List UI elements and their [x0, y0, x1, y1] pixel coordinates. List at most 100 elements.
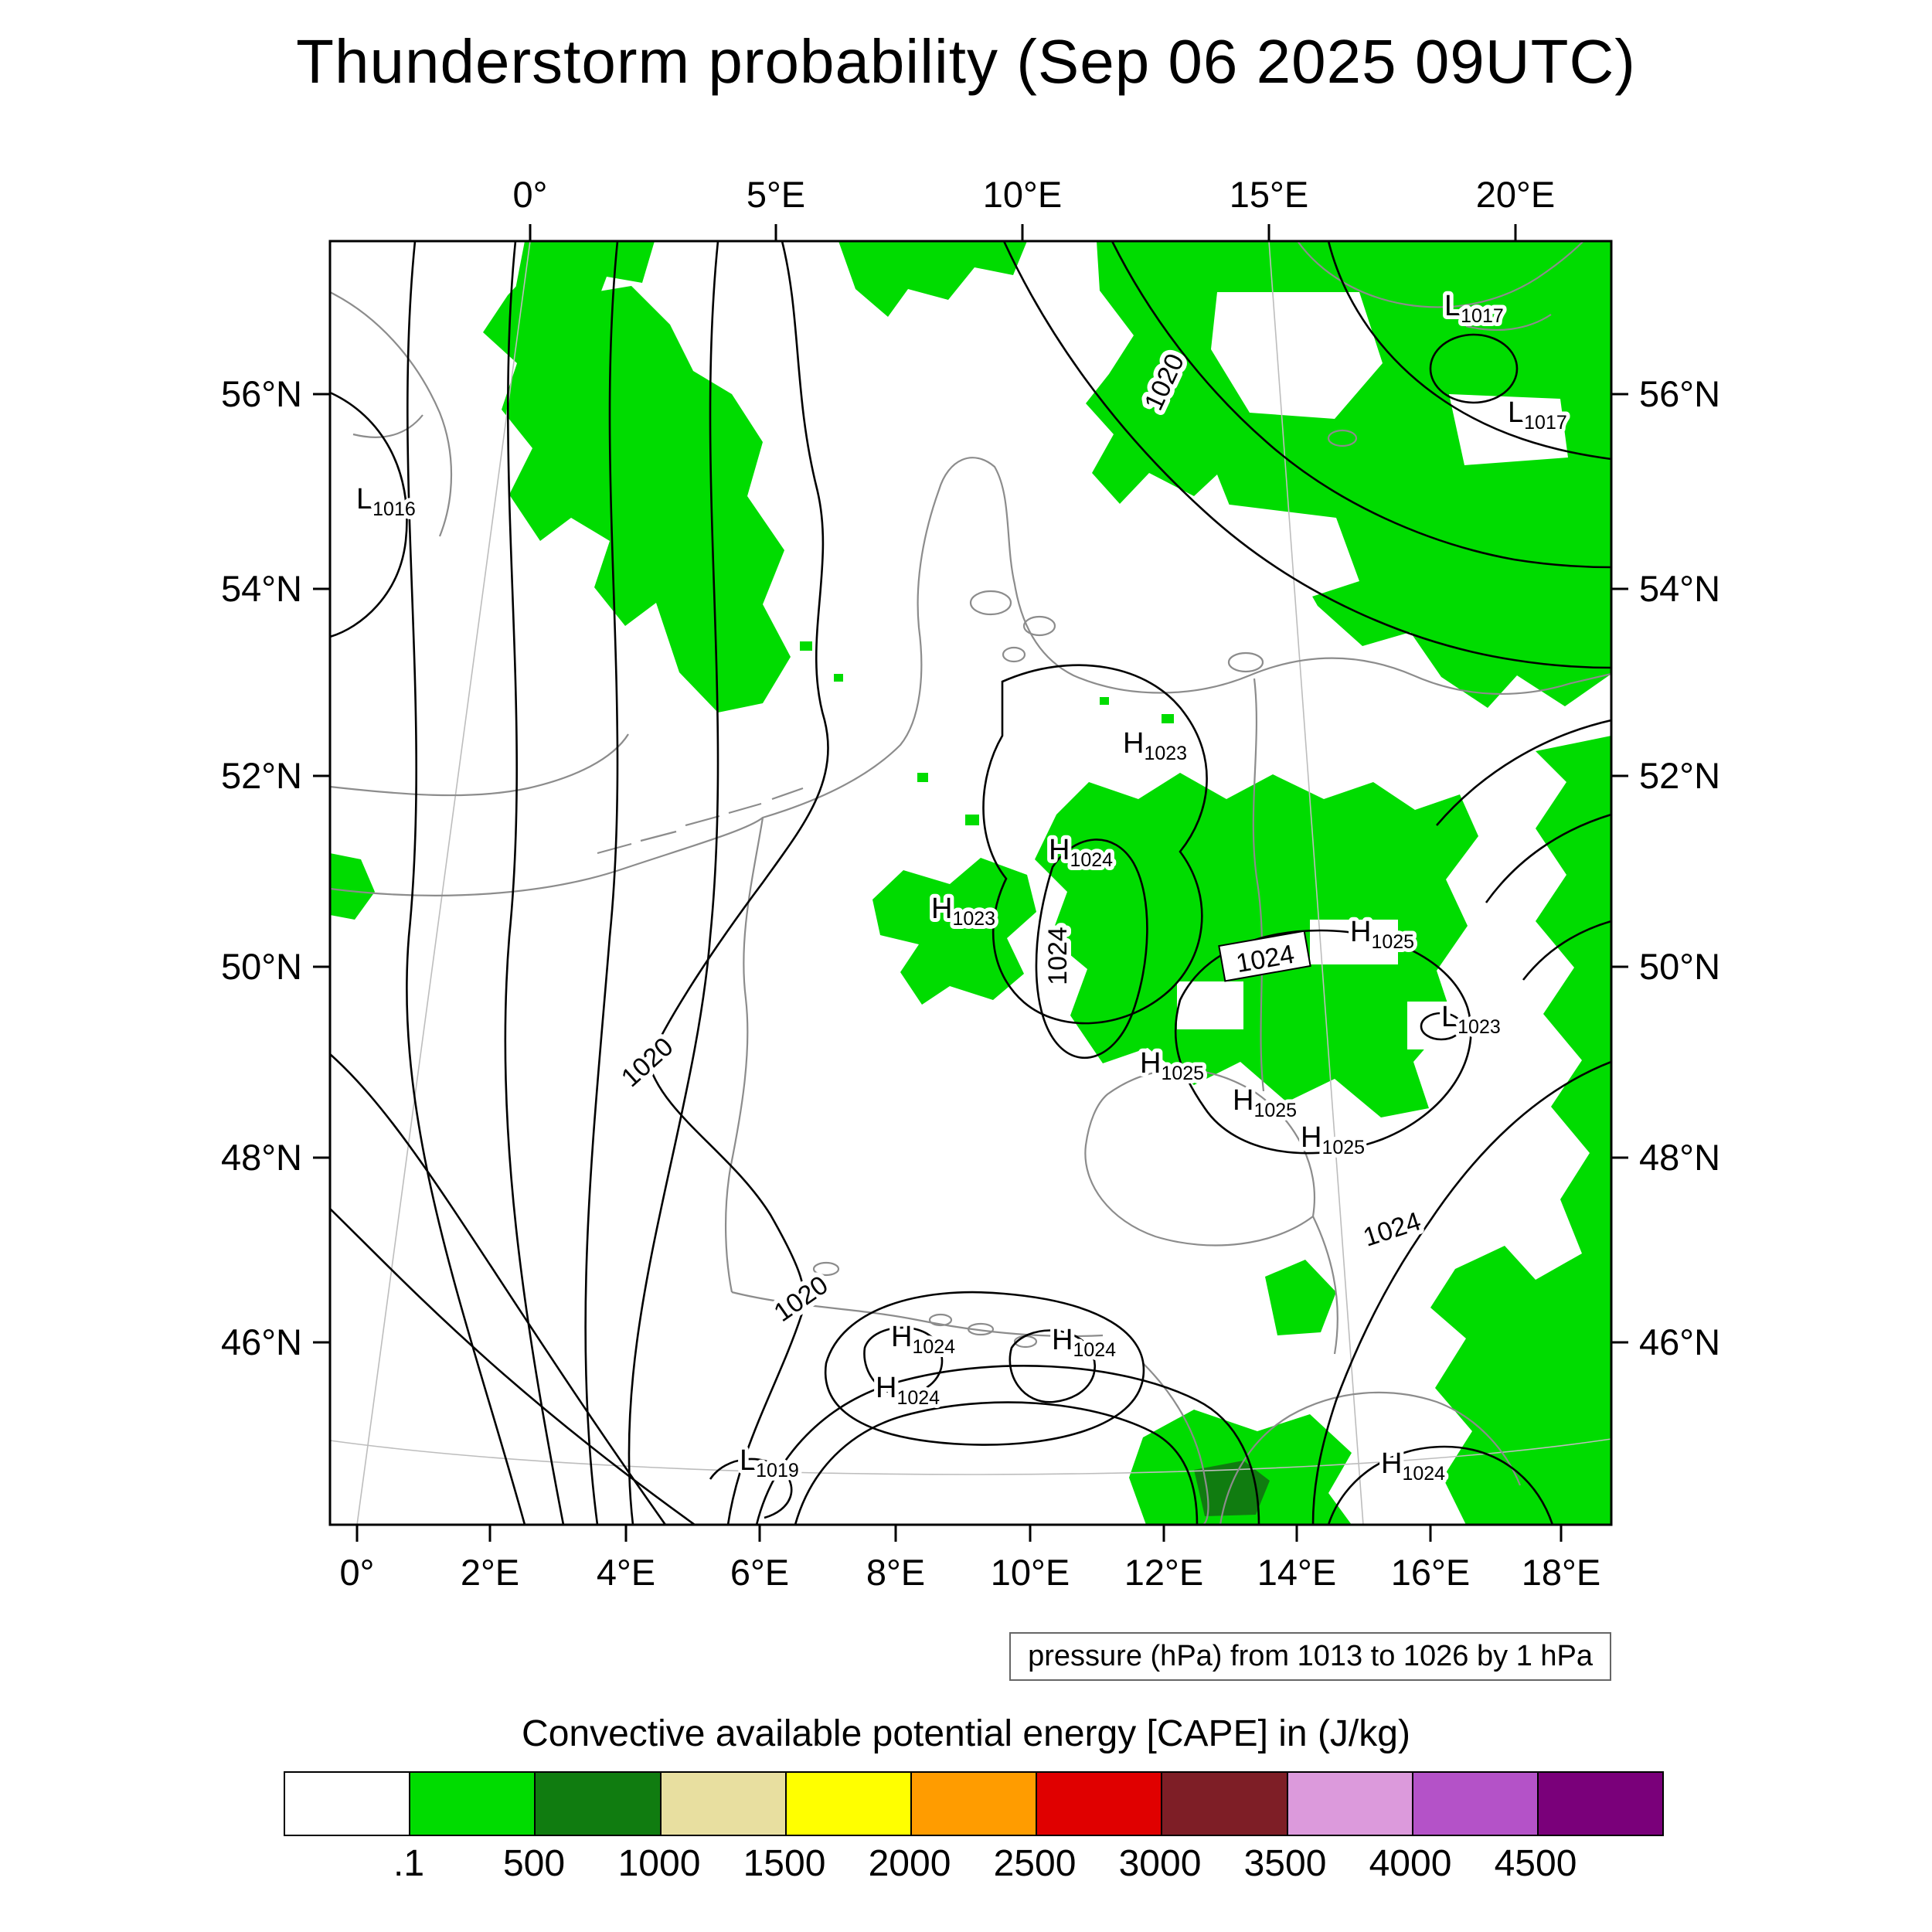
contour-1020-main [647, 241, 829, 1525]
legend-title: Convective available potential energy [C… [522, 1713, 1410, 1754]
contour-h1024-oval-2 [1009, 1329, 1097, 1403]
border-west [725, 817, 764, 1293]
contour-label-1024: 1024 [1355, 1202, 1429, 1257]
page-title: Thunderstorm probability (Sep 06 2025 09… [296, 27, 1636, 96]
bottom-axis-label: 16°E [1391, 1552, 1470, 1593]
border-east [1252, 678, 1265, 1092]
pressure-center-h1023: H1023 [1123, 727, 1187, 764]
pressure-center-l1017: L1017 [1508, 396, 1567, 434]
bottom-axis-label: 10°E [991, 1552, 1070, 1593]
cape-region-nw-main [483, 269, 791, 713]
cape-speckle [834, 674, 843, 682]
contour-west-1 [406, 241, 526, 1525]
cape-speckle [800, 641, 812, 651]
right-axis-label: 54°N [1639, 568, 1720, 609]
colorbar-cell-7 [1162, 1773, 1288, 1835]
cape-colorbar [284, 1771, 1664, 1836]
bottom-axis-label: 4°E [597, 1552, 655, 1593]
contour-label-1020: 1020 [611, 1027, 684, 1097]
cape-region-southeast-edge [1430, 736, 1611, 1525]
svg-text:1020: 1020 [616, 1032, 679, 1093]
right-axis-label: 46°N [1639, 1321, 1720, 1362]
pressure-contours [330, 241, 1611, 1525]
left-axis-label: 50°N [221, 946, 302, 987]
colorbar-label-1500: 1500 [743, 1843, 826, 1884]
contour-1024-southeast [1311, 1060, 1611, 1525]
contour-west-5 [330, 1053, 667, 1525]
pressure-center-h1025: H1025 [1301, 1121, 1365, 1158]
alpine-lake [967, 1322, 995, 1336]
contour-l1017-loop [1429, 333, 1519, 404]
graticule-meridian-15e [1268, 241, 1364, 1525]
left-axis-label: 48°N [221, 1137, 302, 1178]
graticule-parallel-45n [330, 1438, 1611, 1475]
contour-ne-outer [1002, 241, 1611, 669]
pressure-center-h1024: H1024 [1049, 834, 1113, 871]
contour-h1024-oval-1 [863, 1326, 944, 1396]
colorbar-label-3000: 3000 [1118, 1843, 1202, 1884]
pressure-center-h1024: H1024 [1052, 1324, 1116, 1361]
colorbar-cell-1 [410, 1773, 536, 1835]
bottom-axis-label: 12°E [1124, 1552, 1203, 1593]
top-axis-label: 10°E [983, 174, 1062, 215]
cape-gap [1211, 292, 1383, 419]
coastline-frisian-islands [597, 787, 804, 855]
pressure-center-h1023: H1023 [931, 893, 995, 930]
bottom-axis-label: 14°E [1257, 1552, 1336, 1593]
cape-gap [1407, 1002, 1472, 1049]
cape-region-dark-core [1194, 1461, 1270, 1516]
map-frame [328, 240, 1613, 1526]
top-axis-label: 15°E [1230, 174, 1308, 215]
right-axis-label: 52°N [1639, 755, 1720, 796]
pressure-center-h1024: H1024 [891, 1321, 955, 1358]
colorbar-label-4000: 4000 [1369, 1843, 1452, 1884]
colorbar-label-2000: 2000 [868, 1843, 951, 1884]
alpine-lake [928, 1313, 953, 1327]
left-axis-label: 52°N [221, 755, 302, 796]
contour-label-1024: 1024 [1218, 930, 1311, 982]
bottom-axis-label: 18°E [1522, 1552, 1600, 1593]
pressure-caption-box: pressure (hPa) from 1013 to 1026 by 1 hP… [1009, 1632, 1611, 1681]
cape-gap [1177, 981, 1243, 1029]
right-axis-label: 50°N [1639, 946, 1720, 987]
island-ruegen [1227, 651, 1264, 673]
cape-region-north-center [838, 241, 1027, 317]
island-bornholm [1327, 429, 1358, 447]
graticule-meridian-0e [356, 241, 531, 1525]
colorbar-label-1000: 1000 [617, 1843, 701, 1884]
cape-region-west-edge [330, 853, 375, 920]
contour-1024-west-lobe [1035, 838, 1148, 1060]
colorbar-cell-6 [1037, 1773, 1163, 1835]
colorbar-cell-5 [911, 1773, 1038, 1835]
colorbar-cell-3 [661, 1773, 787, 1835]
cape-colorbar-labels: .1 500 1000 1500 2000 2500 3000 3500 4000 4500 [284, 1842, 1661, 1892]
colorbar-cell-8 [1287, 1773, 1413, 1835]
axis-layer: 0° 5°E 10°E 15°E 20°E 0° 2°E 4°E 6°E 8°E 10°E 12°E 1… [221, 174, 1720, 1593]
colorbar-cell-9 [1413, 1773, 1539, 1835]
top-axis-label: 5°E [747, 174, 805, 215]
bottom-axis-label: 0° [340, 1552, 375, 1593]
contour-right-arcs [1436, 719, 1611, 981]
contour-ne-1020 [1111, 241, 1611, 569]
pressure-center-h1025: H1025 [1350, 916, 1414, 953]
contour-west-3 [584, 241, 619, 1525]
right-axis-label: 56°N [1639, 373, 1720, 414]
contour-west-6 [330, 1208, 696, 1525]
contour-south-right-arc [1327, 1445, 1554, 1525]
pressure-center-h1024: H1024 [1381, 1447, 1445, 1485]
pressure-center-h1024: H1024 [876, 1372, 940, 1409]
cape-gap [1449, 394, 1568, 465]
contour-label-box [1218, 930, 1311, 982]
colorbar-label-1: .1 [393, 1843, 425, 1884]
border-czech [1084, 1069, 1315, 1247]
pressure-center-l1017: L1017 [1444, 290, 1504, 327]
cape-region-central [872, 858, 1036, 1005]
bottom-axis-label: 2°E [461, 1552, 519, 1593]
cape-speckle [1100, 697, 1109, 705]
contour-south-ring [824, 1291, 1145, 1446]
left-axis-label: 56°N [221, 373, 302, 414]
coastline-uk-east [330, 291, 453, 537]
contour-ne-1 [1327, 241, 1611, 461]
island [969, 590, 1012, 616]
